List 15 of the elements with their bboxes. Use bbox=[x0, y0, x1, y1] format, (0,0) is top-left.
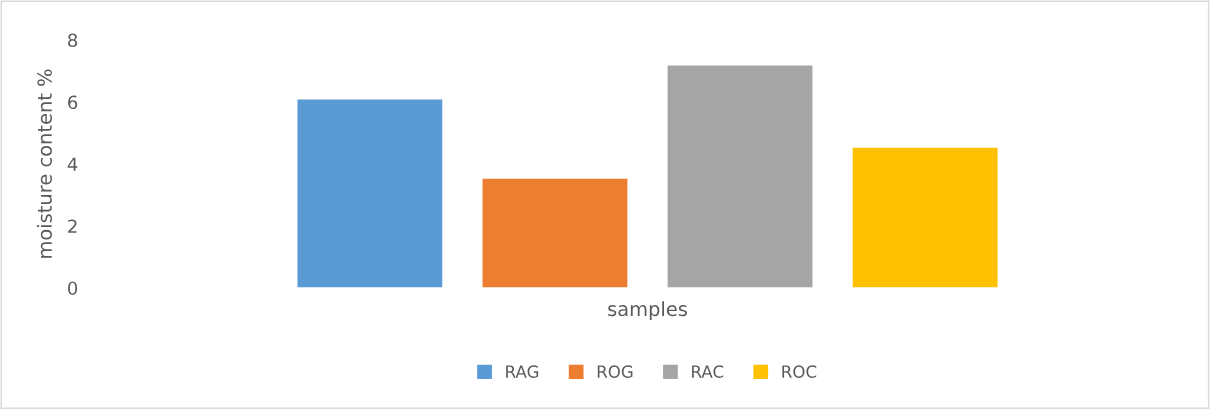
legend-label: RAG bbox=[506, 365, 539, 378]
y-tick-label: 4 bbox=[67, 157, 78, 171]
bar bbox=[666, 64, 814, 288]
legend-label: RAC bbox=[692, 365, 724, 378]
y-tick-label: 8 bbox=[68, 33, 78, 48]
bar bbox=[851, 146, 999, 288]
y-axis-title: moisture content % bbox=[36, 69, 52, 258]
y-tick-label: 2 bbox=[68, 219, 77, 233]
bar bbox=[296, 98, 444, 288]
bar bbox=[481, 177, 629, 288]
y-tick-label: 0 bbox=[68, 281, 78, 296]
y-tick-label: 6 bbox=[68, 95, 78, 110]
x-axis-title: samples bbox=[608, 301, 687, 321]
legend-label: ROG bbox=[597, 365, 633, 378]
legend-label: ROC bbox=[782, 365, 817, 378]
